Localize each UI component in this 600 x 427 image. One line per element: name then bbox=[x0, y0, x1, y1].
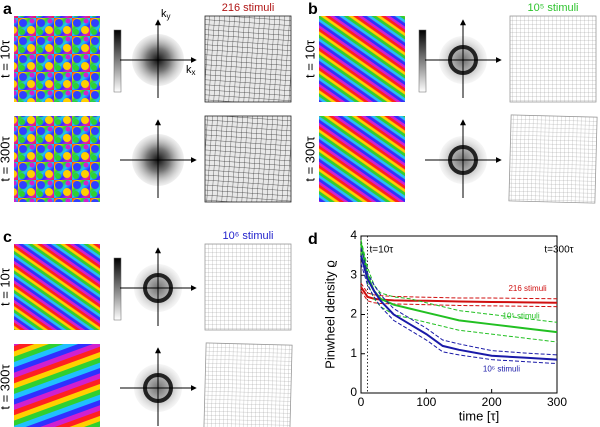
mesh bbox=[204, 15, 292, 103]
panel-letter: a bbox=[3, 1, 12, 18]
orientation-map bbox=[14, 344, 100, 427]
bound-line bbox=[360, 282, 558, 300]
orientation-map bbox=[14, 16, 100, 102]
y-tick-label: 1 bbox=[350, 346, 357, 360]
stimuli-label: 10⁵ stimuli bbox=[527, 2, 578, 14]
y-tick-label: 4 bbox=[350, 228, 357, 242]
colorbar bbox=[418, 29, 427, 93]
panel-letter: c bbox=[3, 229, 12, 246]
x-tick-label: 0 bbox=[358, 395, 365, 409]
orientation-map bbox=[319, 116, 405, 202]
colorbar bbox=[113, 257, 122, 321]
row-label: t = 10τ bbox=[302, 39, 317, 78]
mesh bbox=[509, 15, 597, 103]
panel-letter: d bbox=[308, 231, 318, 248]
colorbar bbox=[113, 29, 122, 93]
series-label: 216 stimuli bbox=[508, 284, 546, 293]
orientation-map bbox=[14, 116, 100, 202]
time-marker-label: t=10τ bbox=[370, 245, 394, 256]
row-label: t = 300τ bbox=[0, 364, 12, 410]
x-axis-label: time [τ] bbox=[459, 408, 500, 423]
mesh bbox=[508, 114, 598, 204]
y-axis-label: Pinwheel density ϱ bbox=[322, 260, 337, 369]
mesh bbox=[203, 342, 293, 427]
row-label: t = 300τ bbox=[302, 136, 317, 182]
k-part: x bbox=[192, 68, 196, 77]
bound-line bbox=[360, 251, 558, 343]
bound-line bbox=[360, 290, 558, 308]
series-label: 10⁵ stimuli bbox=[503, 312, 540, 321]
x-tick-label: 200 bbox=[482, 395, 502, 409]
mesh bbox=[204, 243, 292, 331]
series-line bbox=[360, 255, 558, 361]
x-tick-label: 100 bbox=[416, 395, 436, 409]
orientation-map bbox=[319, 16, 405, 102]
y-tick-label: 0 bbox=[350, 385, 357, 399]
mesh bbox=[204, 115, 292, 203]
orientation-map bbox=[14, 244, 100, 330]
stimuli-label: 216 stimuli bbox=[222, 2, 275, 14]
k-part: y bbox=[167, 12, 171, 21]
y-tick-label: 2 bbox=[350, 307, 357, 321]
panel-letter: b bbox=[308, 1, 318, 18]
x-tick-label: 300 bbox=[547, 395, 567, 409]
time-marker-label: t=300τ bbox=[544, 245, 573, 256]
row-label: t = 10τ bbox=[0, 267, 12, 306]
ky-label: ky bbox=[161, 8, 171, 21]
stimuli-label: 10⁶ stimuli bbox=[223, 230, 274, 242]
row-label: t = 10τ bbox=[0, 39, 12, 78]
bound-line bbox=[360, 247, 558, 356]
k-part: k bbox=[161, 8, 167, 20]
bound-line bbox=[360, 263, 558, 365]
series-label: 10⁶ stimuli bbox=[483, 365, 520, 374]
k-part: k bbox=[186, 64, 192, 76]
kx-label: kx bbox=[186, 64, 196, 77]
row-label: t = 300τ bbox=[0, 136, 12, 182]
series-line bbox=[360, 286, 558, 304]
y-tick-label: 3 bbox=[350, 267, 357, 281]
